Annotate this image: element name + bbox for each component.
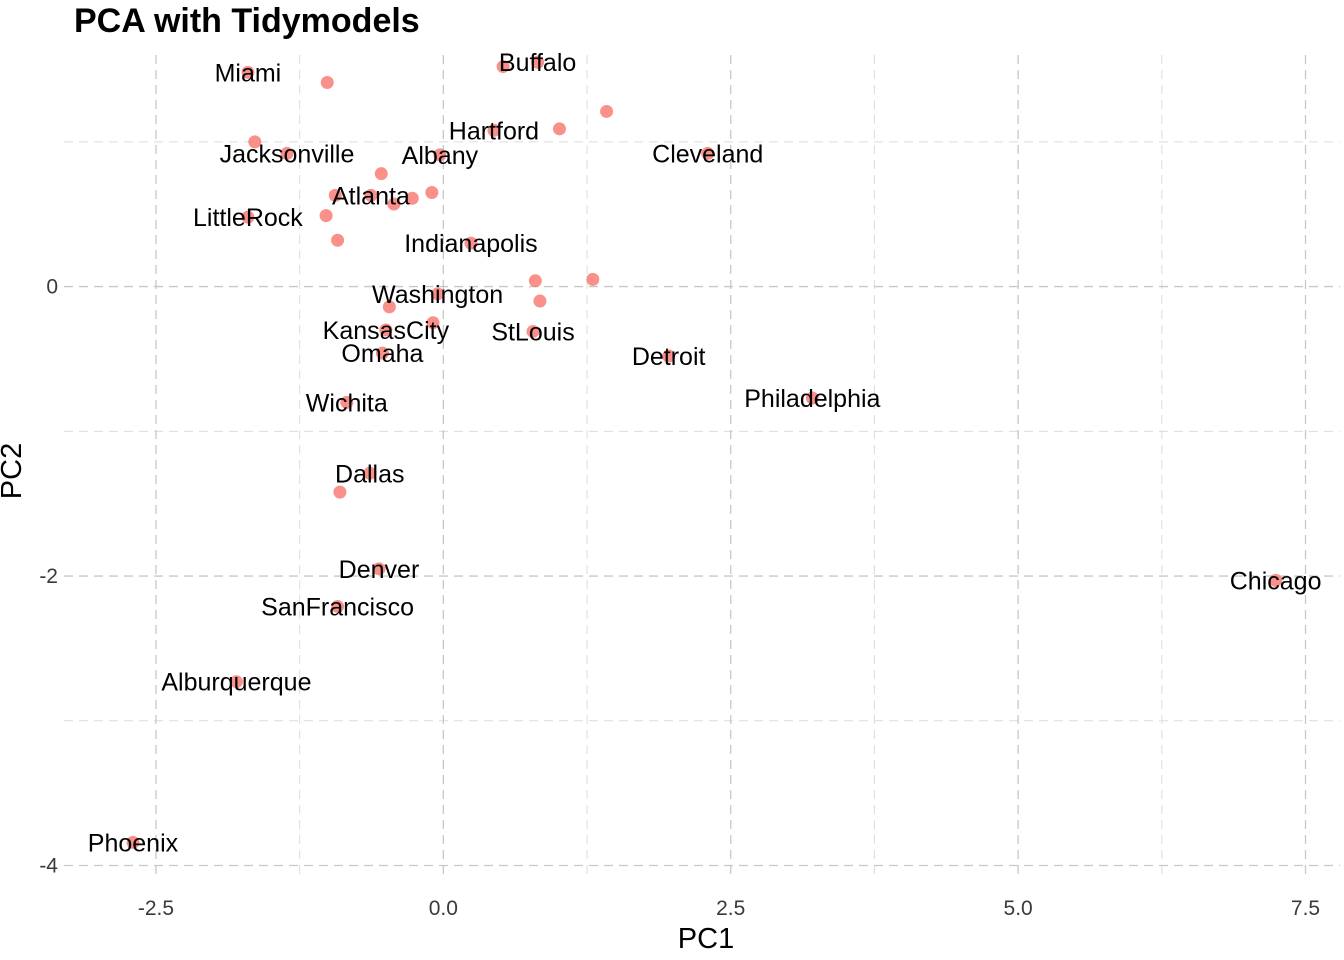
data-point <box>382 300 396 314</box>
data-point <box>126 835 140 849</box>
point-label: Buffalo <box>499 49 576 77</box>
y-tick-label: -2 <box>39 565 58 588</box>
data-point <box>280 146 294 160</box>
data-point <box>464 236 478 250</box>
point-label: Detroit <box>632 343 706 371</box>
point-label: Phoenix <box>88 829 179 857</box>
point-label: Jacksonville <box>220 140 355 168</box>
data-point <box>331 233 345 247</box>
point-label: Dallas <box>335 460 404 488</box>
data-point <box>431 287 445 301</box>
y-tick-label: -4 <box>39 855 58 878</box>
x-tick-label: 2.5 <box>716 897 745 920</box>
data-point <box>600 104 614 118</box>
data-point <box>405 191 419 205</box>
data-point <box>372 562 386 576</box>
data-point <box>426 316 440 330</box>
point-label: Washington <box>372 281 503 309</box>
point-label: LittleRock <box>193 204 303 232</box>
data-point <box>229 675 243 689</box>
point-label: Omaha <box>341 340 423 368</box>
x-tick-label: 0.0 <box>429 897 458 920</box>
point-label: Philadelphia <box>744 385 880 413</box>
x-tick-label: -2.5 <box>138 897 174 920</box>
data-point <box>363 466 377 480</box>
point-label: Denver <box>339 556 420 584</box>
data-point <box>528 274 542 288</box>
x-tick-label: 7.5 <box>1291 897 1320 920</box>
data-point <box>526 324 540 338</box>
data-point <box>333 485 347 499</box>
point-label: Chicago <box>1230 567 1322 595</box>
point-labels: Phoenix Alburquerque SanFrancisco Denver Dal… <box>88 49 1322 857</box>
data-point <box>331 599 345 613</box>
data-point <box>320 76 334 89</box>
x-tick-label: 5.0 <box>1004 897 1033 920</box>
data-point <box>805 391 819 405</box>
point-label: Hartford <box>449 117 539 145</box>
data-point <box>1269 573 1283 587</box>
data-point <box>374 167 388 181</box>
point-label: Alburquerque <box>161 669 311 697</box>
data-point <box>425 186 439 199</box>
data-point <box>487 123 501 137</box>
point-label: Albany <box>402 142 479 170</box>
point-label: StLouis <box>491 318 574 346</box>
point-label: Wichita <box>306 389 388 417</box>
data-point <box>496 60 510 74</box>
y-axis-title: PC2 <box>0 443 28 499</box>
data-point <box>433 148 447 162</box>
data-point <box>241 65 255 79</box>
data-point <box>241 210 255 224</box>
data-point <box>375 346 389 360</box>
data-point <box>379 323 393 337</box>
data-point <box>319 209 333 223</box>
data-point <box>586 272 600 286</box>
data-point <box>340 395 354 409</box>
point-label: Cleveland <box>652 140 763 168</box>
point-label: Indianapolis <box>404 230 537 258</box>
y-tick-label: 0 <box>46 276 58 299</box>
data-point <box>387 197 401 211</box>
data-point <box>533 294 547 308</box>
point-label: SanFrancisco <box>261 593 414 621</box>
data-point <box>662 349 676 363</box>
grid-lines <box>64 55 1340 880</box>
data-point <box>531 55 545 69</box>
chart-title: PCA with Tidymodels <box>74 2 420 40</box>
point-label: Miami <box>215 59 282 87</box>
data-point <box>552 122 566 136</box>
x-axis-title: PC1 <box>678 923 734 955</box>
data-points <box>126 55 1283 849</box>
data-point <box>364 188 378 202</box>
data-point <box>248 135 262 149</box>
point-label: KansasCity <box>323 317 450 345</box>
point-label: Atlanta <box>332 182 410 210</box>
data-point <box>328 188 342 202</box>
data-point <box>701 146 715 160</box>
tick-labels: -2.5 0.0 2.5 5.0 7.5 -4 -2 0 <box>39 276 1320 920</box>
